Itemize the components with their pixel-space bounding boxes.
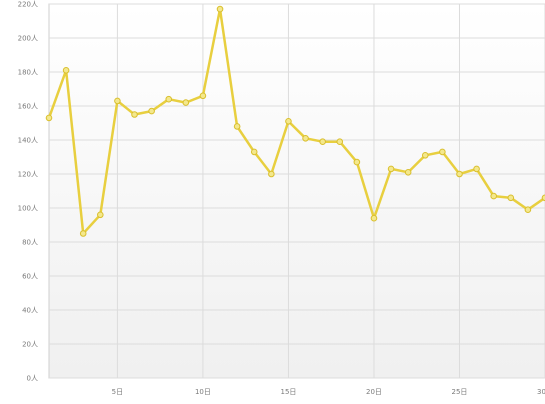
y-tick-label: 40人 — [22, 307, 38, 315]
data-point[interactable] — [387, 165, 395, 173]
data-point[interactable] — [148, 107, 155, 115]
data-point[interactable] — [370, 214, 378, 222]
data-point[interactable] — [268, 170, 275, 178]
data-point[interactable] — [336, 138, 344, 145]
data-point[interactable] — [250, 148, 258, 156]
data-point[interactable] — [165, 95, 173, 103]
data-point[interactable] — [79, 230, 87, 237]
data-point[interactable] — [302, 135, 309, 142]
grid-lines — [49, 3, 545, 379]
y-tick-label: 180人 — [18, 69, 38, 77]
data-point[interactable] — [456, 170, 463, 178]
y-tick-label: 120人 — [18, 171, 38, 179]
y-tick-label: 200人 — [18, 35, 38, 43]
data-point[interactable] — [97, 211, 104, 219]
data-point[interactable] — [439, 148, 446, 156]
data-point[interactable] — [507, 194, 515, 202]
y-tick-label: 80人 — [22, 239, 38, 247]
y-tick-label: 60人 — [22, 273, 38, 281]
y-tick-label: 220人 — [18, 1, 38, 9]
data-point[interactable] — [114, 97, 121, 105]
y-tick-label: 160人 — [18, 103, 38, 111]
data-point[interactable] — [131, 111, 138, 118]
x-tick-label: 30日 — [537, 388, 545, 396]
x-tick-label: 5日 — [112, 388, 123, 396]
data-point[interactable] — [182, 99, 190, 106]
y-tick-label: 140人 — [18, 137, 38, 145]
x-tick-label: 20日 — [366, 388, 382, 396]
data-point[interactable] — [45, 114, 53, 122]
data-point[interactable] — [404, 169, 412, 176]
data-point[interactable] — [353, 158, 361, 166]
data-point[interactable] — [199, 92, 207, 100]
y-tick-label: 100人 — [18, 205, 38, 213]
data-point[interactable] — [421, 152, 429, 159]
x-tick-label: 25日 — [452, 388, 468, 396]
data-point[interactable] — [473, 165, 480, 173]
x-tick-label: 15日 — [280, 388, 296, 396]
y-tick-label: 0人 — [27, 375, 38, 383]
plot-area — [48, 3, 545, 379]
data-point[interactable] — [233, 123, 241, 130]
data-point[interactable] — [541, 194, 545, 202]
data-point[interactable] — [216, 5, 224, 13]
data-point[interactable] — [319, 138, 326, 145]
data-point[interactable] — [62, 67, 70, 74]
y-tick-label: 20人 — [22, 341, 38, 349]
data-series — [45, 5, 545, 237]
axes: 0人 20人 40人 60人 80人 100人 120人 140人 160人 180人 200人 22… — [18, 1, 545, 397]
data-point[interactable] — [490, 192, 497, 200]
x-tick-label: 10日 — [195, 388, 211, 396]
data-point[interactable] — [285, 118, 292, 125]
data-point[interactable] — [524, 206, 532, 213]
